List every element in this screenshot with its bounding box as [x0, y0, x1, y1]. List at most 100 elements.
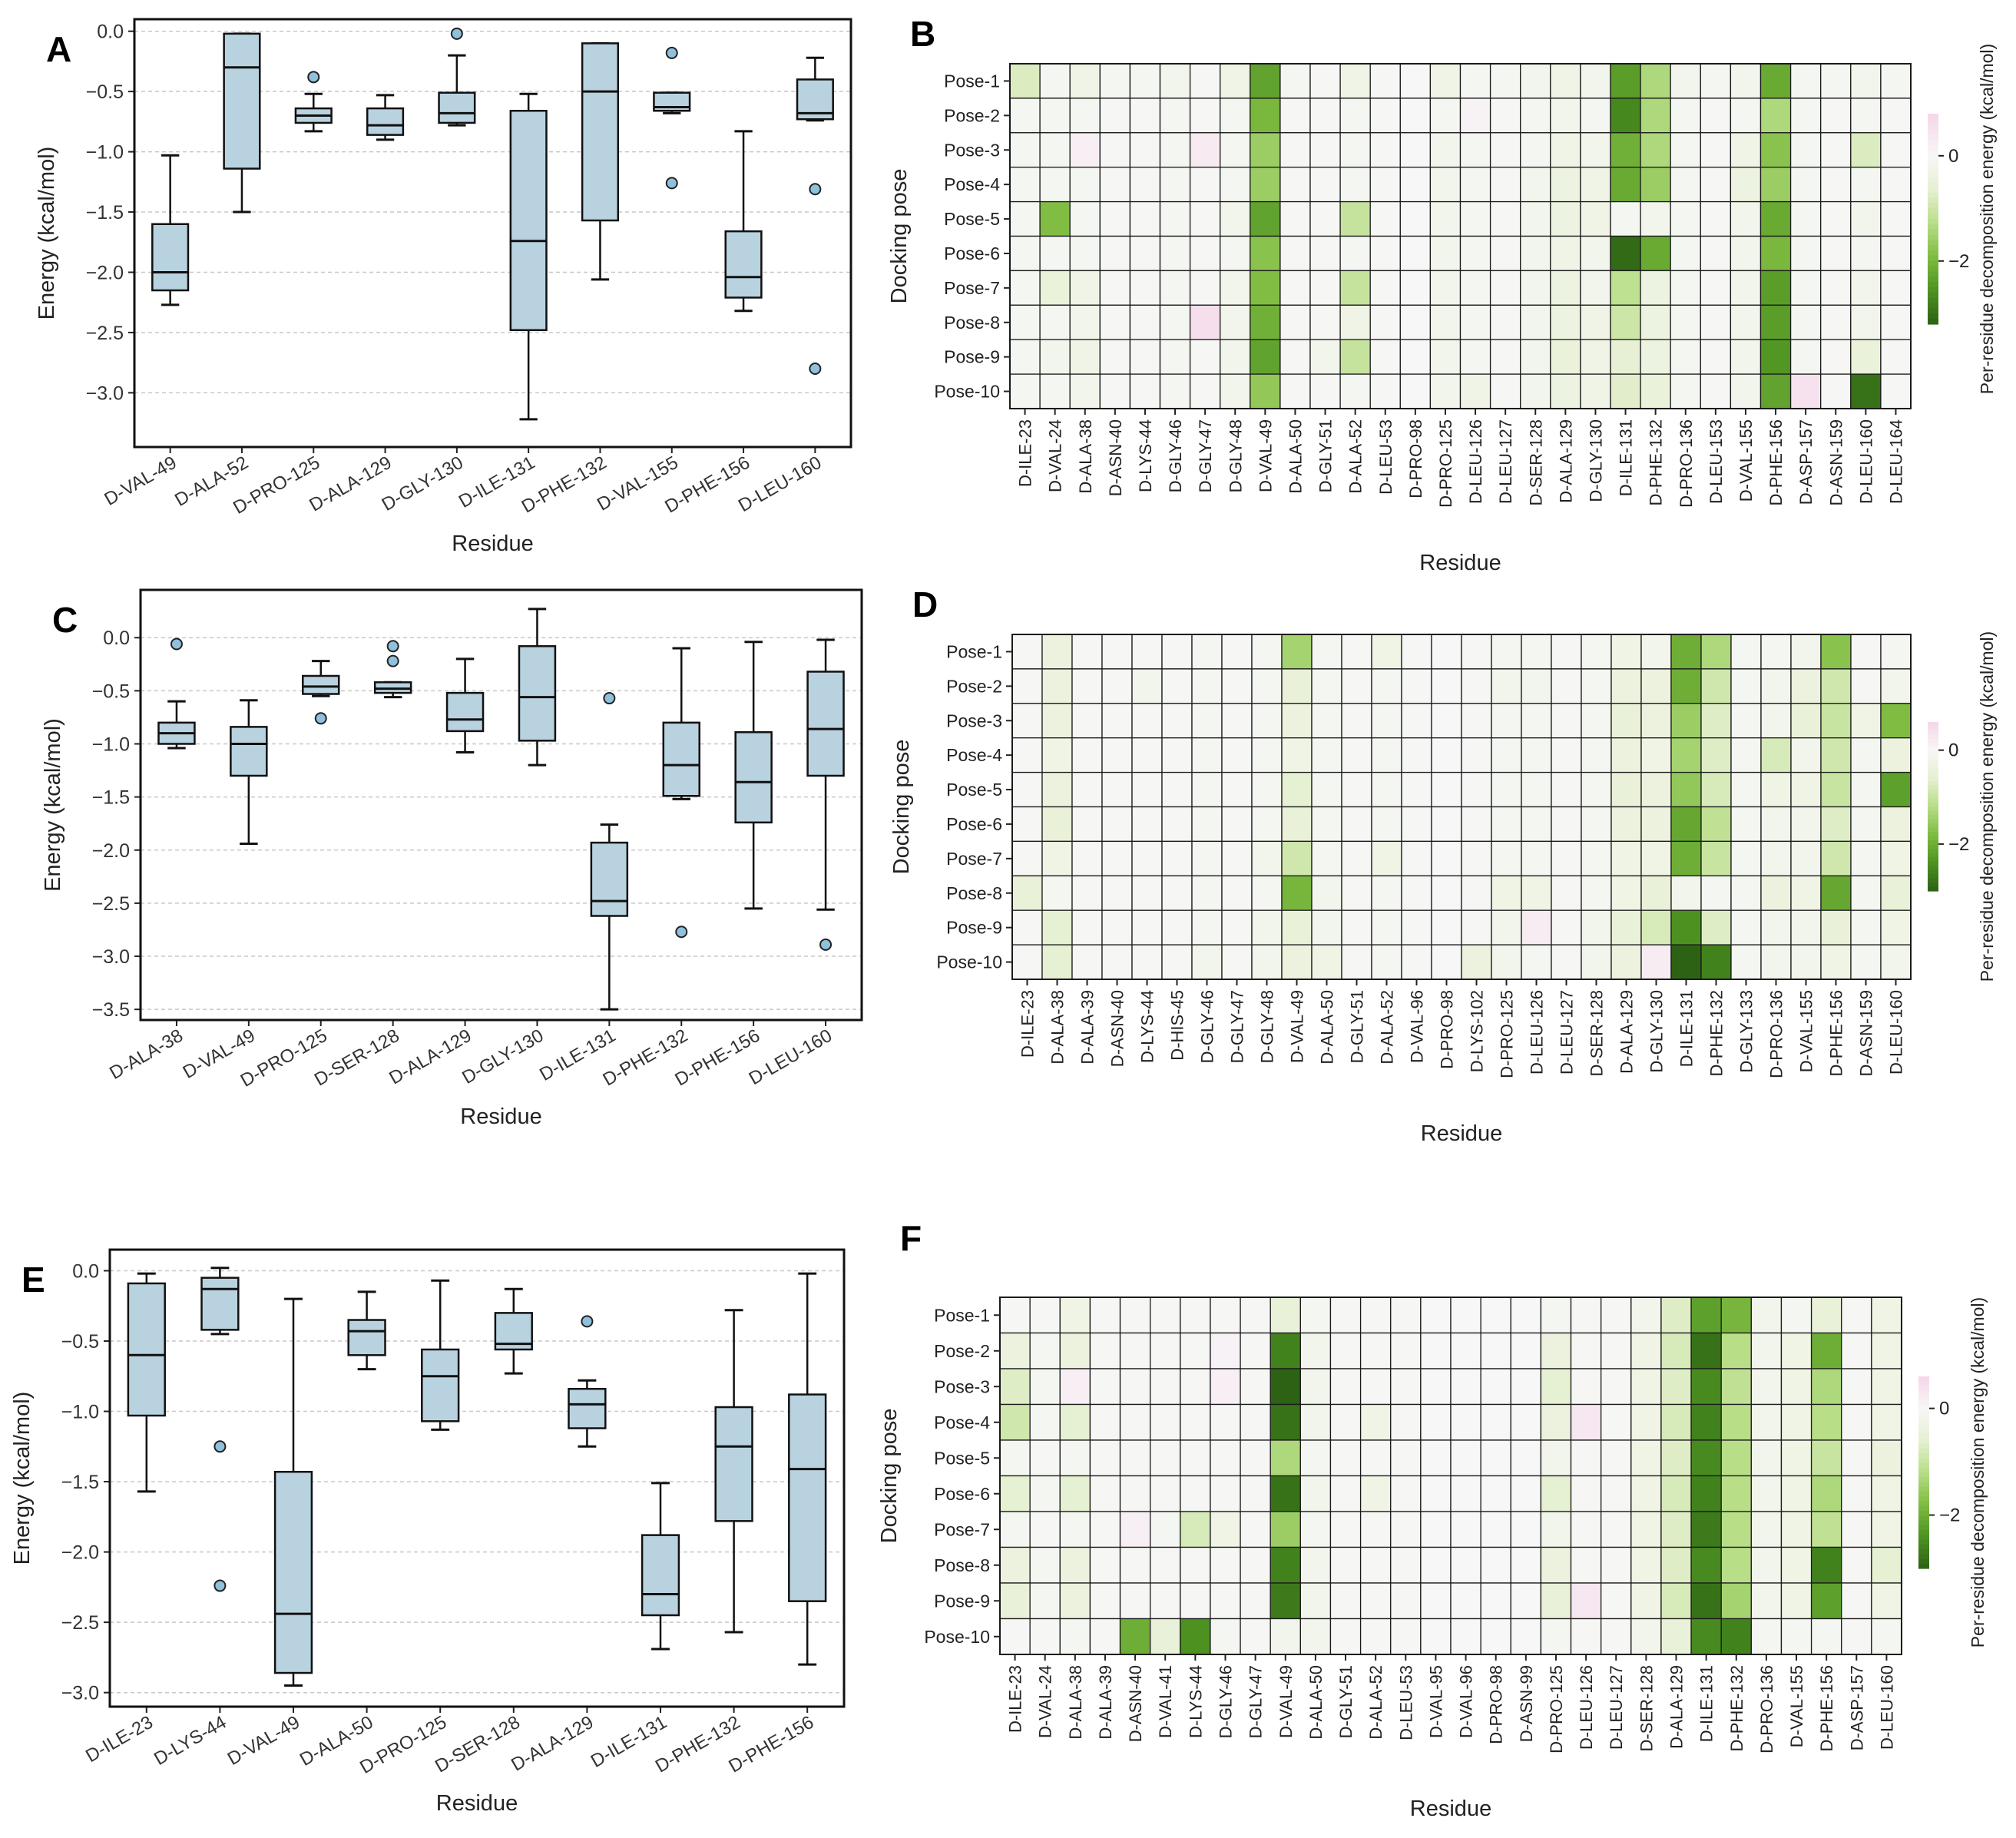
heatmap-cell [1161, 909, 1193, 945]
column-label: D-PRO-125 [1498, 990, 1517, 1078]
heatmap-cell [1250, 373, 1281, 409]
heatmap-cell [1521, 909, 1552, 945]
heatmap-cell [1041, 944, 1073, 980]
colorbar-segment [1918, 1496, 1929, 1502]
column-label: D-LEU-127 [1558, 990, 1577, 1075]
heatmap-cell [1341, 703, 1372, 739]
heatmap-cell [1131, 737, 1163, 773]
heatmap-cell [1431, 771, 1462, 808]
heatmap-cell [1339, 167, 1371, 203]
heatmap-cell [1540, 1297, 1572, 1334]
heatmap-cell [1401, 737, 1432, 773]
heatmap-cell [1369, 235, 1401, 272]
heatmap-cell [1329, 1368, 1362, 1406]
heatmap-cell [1359, 1475, 1392, 1512]
heatmap-cell [1550, 200, 1581, 237]
column-label: D-PHE-132 [1647, 419, 1666, 505]
heatmap-cell [1730, 703, 1762, 739]
column-label: D-ILE-131 [1697, 1665, 1716, 1742]
heatmap-cell [1399, 339, 1432, 375]
heatmap-cell [1009, 200, 1041, 237]
column-label: D-ALA-50 [1306, 1665, 1326, 1740]
column-label: D-HIS-45 [1168, 990, 1187, 1061]
colorbar-segment [1928, 722, 1938, 727]
heatmap-cell [1059, 1582, 1091, 1620]
heatmap-cell [1299, 1403, 1332, 1441]
heatmap-cell [1750, 1582, 1783, 1620]
colorbar-segment [1928, 790, 1938, 795]
heatmap-cell [1311, 840, 1342, 876]
colorbar-segment [1918, 1405, 1929, 1411]
heatmap-cell [1311, 737, 1342, 773]
heatmap-cell [1129, 167, 1161, 203]
colorbar-segment [1918, 1439, 1929, 1445]
heatmap-cell [1540, 1511, 1572, 1548]
heatmap-cell [1670, 339, 1701, 375]
heatmap-cell [1270, 1582, 1301, 1620]
heatmap-cell [1510, 1511, 1542, 1548]
x-tick-label: D-VAL-49 [224, 1712, 303, 1770]
heatmap-cell [1880, 63, 1912, 99]
heatmap-cell [1581, 771, 1612, 808]
row-label: Pose-2 [944, 105, 1000, 125]
x-tick-label: D-ALA-129 [386, 1025, 475, 1089]
colorbar-segment [1928, 319, 1938, 325]
heatmap-cell [1150, 1582, 1181, 1620]
heatmap-cell [1299, 1439, 1332, 1477]
colorbar-tick-label: 0 [1948, 740, 1958, 761]
heatmap-cell [1359, 1297, 1392, 1334]
heatmap-cell [1660, 1332, 1692, 1369]
box [788, 1393, 827, 1602]
heatmap-cell [1841, 1511, 1872, 1548]
heatmap-cell [1850, 634, 1882, 670]
colorbar-segment [1928, 240, 1938, 246]
colorbar-segment [1918, 1492, 1929, 1497]
colorbar-segment [1918, 1501, 1929, 1507]
heatmap-cell [1570, 1403, 1602, 1441]
heatmap-cell [1339, 132, 1371, 168]
heatmap-cell [1150, 1439, 1181, 1477]
heatmap-cell [1841, 1368, 1872, 1406]
heatmap-cell [1279, 98, 1311, 134]
row-label: Pose-6 [946, 814, 1002, 834]
heatmap-cell [1210, 1332, 1241, 1369]
heatmap-cell [1581, 634, 1612, 670]
heatmap-cell [1399, 167, 1432, 203]
heatmap-cell [1161, 634, 1193, 670]
heatmap-cell [1700, 270, 1732, 306]
heatmap-cell [1059, 1618, 1091, 1655]
heatmap-cell [1431, 668, 1462, 704]
heatmap-cell [1759, 304, 1792, 340]
heatmap-cell [1150, 1546, 1181, 1584]
column-label: D-ALA-50 [1286, 419, 1305, 494]
colorbar-segment [1918, 1409, 1929, 1416]
row-label: Pose-9 [934, 1591, 990, 1611]
column-label: D-ASP-157 [1847, 1665, 1866, 1750]
column-label: D-LEU-53 [1396, 1665, 1415, 1740]
row-label: Pose-7 [944, 278, 1000, 298]
heatmap-cell [1480, 1403, 1511, 1441]
heatmap-cell [1270, 1511, 1301, 1548]
heatmap-cell [1299, 1368, 1332, 1406]
heatmap-cell [1299, 1332, 1332, 1369]
heatmap-cell [1610, 63, 1641, 99]
row-label: Pose-10 [936, 952, 1002, 972]
heatmap-cell [1461, 875, 1492, 911]
heatmap-cell [1510, 1475, 1542, 1512]
heatmap-cell [1690, 1439, 1722, 1477]
heatmap-cell [1480, 1618, 1511, 1655]
heatmap-cell [1431, 875, 1462, 911]
colorbar-segment [1928, 798, 1938, 803]
column-label: D-VAL-24 [1046, 419, 1065, 492]
heatmap-cell [1700, 909, 1732, 945]
heatmap-cell [1871, 1297, 1902, 1334]
row-label: Pose-8 [934, 1555, 990, 1575]
heatmap-cell [1159, 132, 1191, 168]
heatmap-cell [1760, 944, 1792, 980]
column-label: D-ILE-131 [1677, 990, 1697, 1067]
panel-letter: A [46, 29, 71, 69]
heatmap-cell [1730, 840, 1762, 876]
heatmap-cell [1159, 304, 1191, 340]
column-label: D-LEU-126 [1528, 990, 1547, 1075]
heatmap-cell [1780, 1618, 1812, 1655]
